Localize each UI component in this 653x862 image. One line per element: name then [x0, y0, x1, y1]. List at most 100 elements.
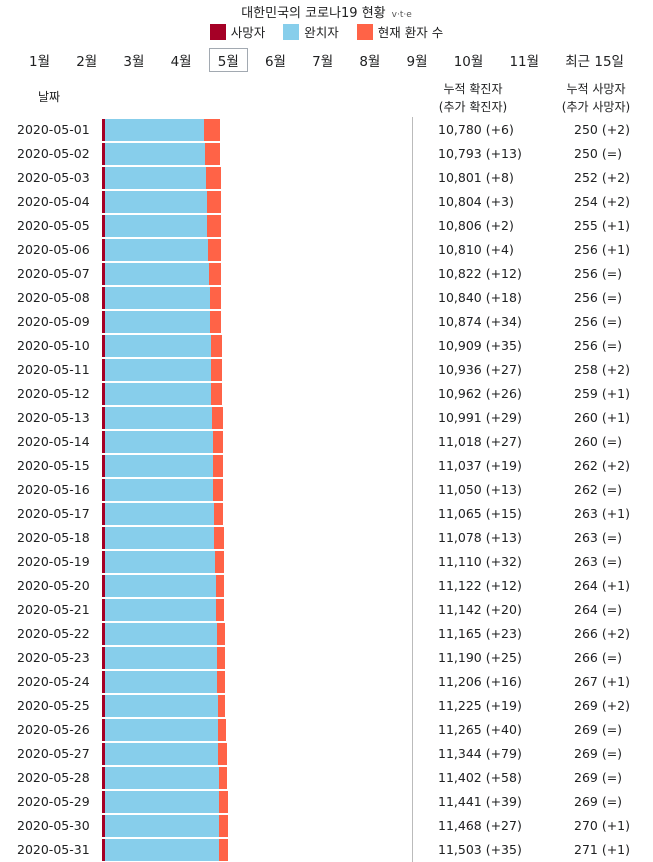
row-cases: 11,037 (+19) [438, 458, 522, 473]
active-bar [218, 743, 227, 765]
table-row: 2020-05-18 11,078 (+13) 263 (=) [0, 526, 653, 550]
row-deaths: 269 (=) [574, 722, 623, 737]
active-bar [216, 599, 225, 621]
recovered-bar [104, 791, 220, 813]
row-date: 2020-05-05 [17, 218, 90, 233]
table-row: 2020-05-04 10,804 (+3) 254 (+2) [0, 190, 653, 214]
table-row: 2020-05-30 11,468 (+27) 270 (+1) [0, 814, 653, 838]
row-cases: 11,050 (+13) [438, 482, 522, 497]
row-deaths: 254 (+2) [574, 194, 631, 209]
recovered-bar [104, 623, 217, 645]
active-bar [219, 815, 228, 837]
table-row: 2020-05-20 11,122 (+12) 264 (+1) [0, 574, 653, 598]
deaths-bar [102, 551, 105, 573]
row-cases: 11,441 (+39) [438, 794, 522, 809]
recovered-bar [104, 575, 217, 597]
deaths-bar [102, 599, 105, 621]
row-date: 2020-05-31 [17, 842, 90, 857]
tab-mar[interactable]: 3월 [123, 54, 145, 70]
table-row: 2020-05-11 10,936 (+27) 258 (+2) [0, 358, 653, 382]
recovered-bar [104, 719, 218, 741]
row-date: 2020-05-01 [17, 122, 90, 137]
title-text: 대한민국의 코로나19 현황 [241, 6, 386, 21]
table-row: 2020-05-03 10,801 (+8) 252 (+2) [0, 166, 653, 190]
deaths-bar [102, 383, 105, 405]
deaths-bar [102, 671, 105, 693]
row-date: 2020-05-08 [17, 290, 90, 305]
active-bar [213, 503, 224, 525]
deaths-bar [102, 575, 105, 597]
row-cases: 11,468 (+27) [438, 818, 522, 833]
tab-jul[interactable]: 7월 [312, 54, 334, 70]
tab-last-15-days[interactable]: 최근 15일 [565, 54, 624, 70]
row-date: 2020-05-19 [17, 554, 90, 569]
row-cases: 10,780 (+6) [438, 122, 514, 137]
recovered-bar [104, 239, 209, 261]
recovered-bar [104, 287, 210, 309]
legend: 사망자 완치자 현재 환자 수 [0, 22, 653, 41]
tab-apr[interactable]: 4월 [170, 54, 192, 70]
header-date: 날짜 [38, 90, 61, 104]
deaths-bar [102, 647, 105, 669]
row-deaths: 267 (+1) [574, 674, 631, 689]
active-bar [206, 191, 221, 213]
table-row: 2020-05-28 11,402 (+58) 269 (=) [0, 766, 653, 790]
deaths-bar [102, 719, 105, 741]
recovered-bar [104, 407, 213, 429]
header-deaths-line2: (추가 사망자) [561, 100, 631, 114]
active-bar [210, 311, 222, 333]
active-bar [209, 287, 221, 309]
row-deaths: 269 (=) [574, 770, 623, 785]
legend-swatch-deaths [209, 23, 226, 40]
legend-swatch-active [356, 23, 373, 40]
row-deaths: 256 (=) [574, 290, 623, 305]
active-bar [214, 527, 224, 549]
active-bar [208, 263, 221, 285]
recovered-bar [104, 839, 220, 861]
recovered-bar [104, 503, 214, 525]
deaths-bar [102, 191, 105, 213]
row-cases: 10,840 (+18) [438, 290, 522, 305]
deaths-bar [102, 263, 105, 285]
tab-feb[interactable]: 2월 [76, 54, 98, 70]
deaths-bar [102, 527, 105, 549]
deaths-bar [102, 479, 105, 501]
row-date: 2020-05-29 [17, 794, 90, 809]
deaths-bar [102, 335, 105, 357]
row-deaths: 258 (+2) [574, 362, 631, 377]
row-cases: 11,190 (+25) [438, 650, 522, 665]
tab-nov[interactable]: 11월 [509, 54, 540, 70]
deaths-bar [102, 287, 105, 309]
deaths-bar [102, 455, 105, 477]
row-cases: 11,122 (+12) [438, 578, 522, 593]
legend-swatch-recovered [283, 23, 300, 40]
table-row: 2020-05-23 11,190 (+25) 266 (=) [0, 646, 653, 670]
tab-oct[interactable]: 10월 [453, 54, 484, 70]
vte-links[interactable]: v·t·e [391, 10, 412, 20]
table-row: 2020-05-05 10,806 (+2) 255 (+1) [0, 214, 653, 238]
row-cases: 11,078 (+13) [438, 530, 522, 545]
active-bar [211, 359, 223, 381]
header-cases-line1: 누적 확진자 [443, 82, 503, 96]
deaths-bar [102, 239, 105, 261]
row-date: 2020-05-24 [17, 674, 90, 689]
recovered-bar [104, 767, 219, 789]
row-deaths: 250 (=) [574, 146, 623, 161]
recovered-bar [104, 143, 205, 165]
recovered-bar [104, 191, 207, 213]
table-row: 2020-05-09 10,874 (+34) 256 (=) [0, 310, 653, 334]
tab-sep[interactable]: 9월 [406, 54, 428, 70]
row-date: 2020-05-28 [17, 770, 90, 785]
active-bar [217, 671, 226, 693]
recovered-bar [104, 119, 205, 141]
legend-item-deaths: 사망자 [209, 22, 265, 41]
month-tabs: 1월 2월 3월 4월 5월 6월 7월 8월 9월 10월 11월 최근 15… [20, 48, 633, 72]
tab-jan[interactable]: 1월 [29, 54, 51, 70]
tab-aug[interactable]: 8월 [359, 54, 381, 70]
active-bar [215, 551, 224, 573]
row-deaths: 256 (=) [574, 266, 623, 281]
tab-jun[interactable]: 6월 [264, 54, 286, 70]
row-date: 2020-05-15 [17, 458, 90, 473]
table-row: 2020-05-10 10,909 (+35) 256 (=) [0, 334, 653, 358]
tab-may[interactable]: 5월 [208, 48, 248, 72]
